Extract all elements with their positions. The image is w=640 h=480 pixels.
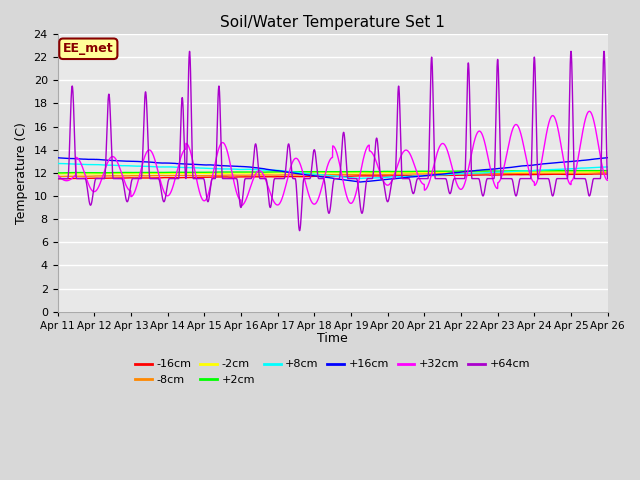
Title: Soil/Water Temperature Set 1: Soil/Water Temperature Set 1 bbox=[220, 15, 445, 30]
Y-axis label: Temperature (C): Temperature (C) bbox=[15, 122, 28, 224]
Text: EE_met: EE_met bbox=[63, 42, 114, 55]
X-axis label: Time: Time bbox=[317, 332, 348, 345]
Legend: -16cm, -8cm, -2cm, +2cm, +8cm, +16cm, +32cm, +64cm: -16cm, -8cm, -2cm, +2cm, +8cm, +16cm, +3… bbox=[131, 355, 534, 389]
